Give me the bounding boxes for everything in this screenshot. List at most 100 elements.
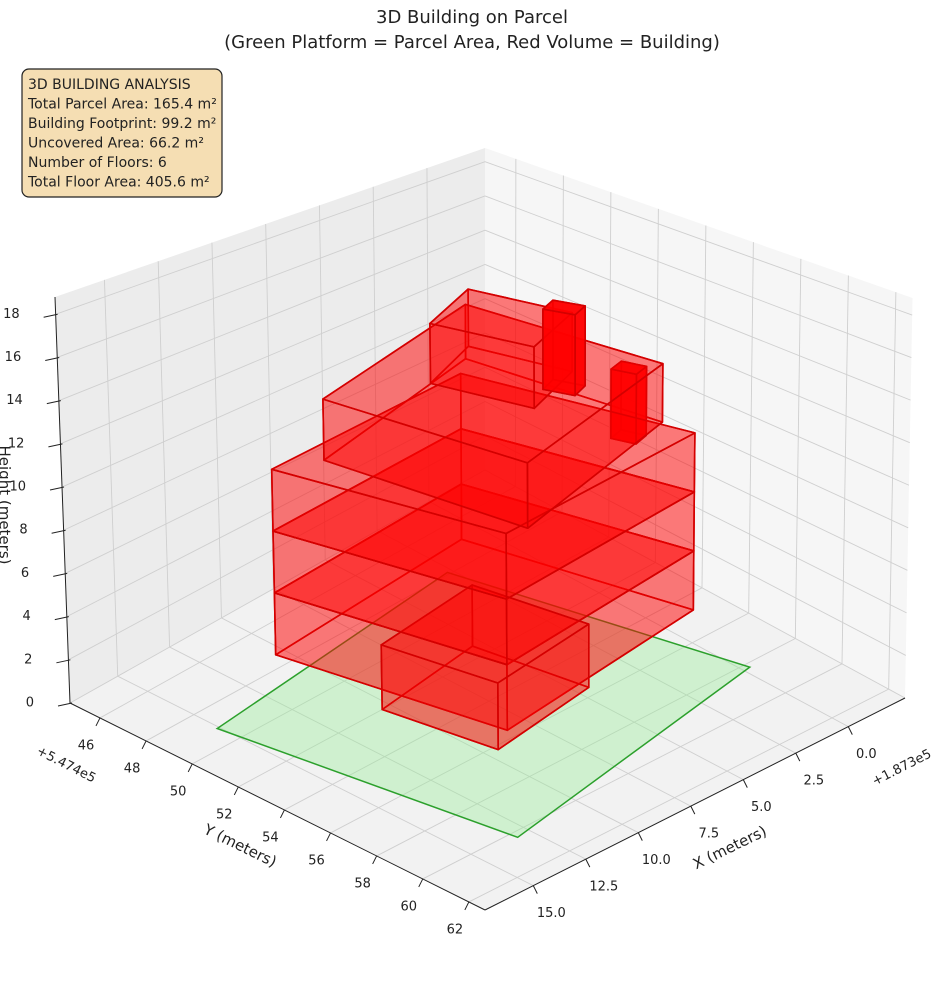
z-tick xyxy=(57,702,73,707)
x-tick-label: 0.0 xyxy=(856,747,877,762)
y-tick-label: 50 xyxy=(170,784,187,799)
x-tick-label: 7.5 xyxy=(698,827,719,842)
grid-line xyxy=(60,264,486,445)
building-face xyxy=(542,299,587,316)
y-tick-label: 62 xyxy=(447,922,464,937)
grid-line xyxy=(654,208,659,563)
grid-line xyxy=(55,161,486,315)
z-tick-label: 18 xyxy=(3,307,20,322)
x-tick xyxy=(847,726,853,735)
grid-line xyxy=(325,559,744,781)
annotation-line: 3D BUILDING ANALYSIS xyxy=(28,77,191,93)
x-tick-label: 12.5 xyxy=(589,880,618,895)
grid-line xyxy=(61,298,486,488)
y-tick-label: 60 xyxy=(400,899,417,914)
grid-line xyxy=(514,158,517,487)
building-face xyxy=(542,308,576,397)
grid-line xyxy=(284,587,703,811)
grid-line xyxy=(58,229,486,402)
x-tick xyxy=(690,805,696,815)
grid-line xyxy=(484,435,907,656)
z-tick-label: 0 xyxy=(26,696,34,711)
parcel xyxy=(215,571,752,839)
x-tick xyxy=(742,779,748,788)
grid-line xyxy=(330,612,749,834)
grid-line xyxy=(794,258,802,639)
x-tick-label: 10.0 xyxy=(642,853,671,868)
grid-line xyxy=(157,261,171,648)
x-tick xyxy=(637,832,643,841)
building-face xyxy=(574,305,587,397)
grid-line xyxy=(319,205,326,560)
annotation-line: Total Parcel Area: 165.4 m² xyxy=(27,97,217,113)
grid-line xyxy=(265,223,274,589)
grid-line xyxy=(748,242,754,614)
z-tick-label: 14 xyxy=(6,393,23,408)
grid-line xyxy=(484,401,907,614)
building-face xyxy=(429,322,536,410)
grid-line xyxy=(99,486,516,719)
annotation: 3D BUILDING ANALYSIS Total Parcel Area: 1… xyxy=(27,77,217,191)
building-face xyxy=(322,398,529,530)
marks xyxy=(215,288,752,839)
y-tick-label: 54 xyxy=(262,830,279,845)
grid-line xyxy=(428,501,849,728)
x-axis-line xyxy=(484,697,906,911)
grid-line xyxy=(273,588,692,807)
y-tick xyxy=(141,740,147,750)
z-tick-label: 6 xyxy=(21,566,29,581)
grid-line xyxy=(468,688,889,903)
grid-line xyxy=(484,366,908,571)
z-axis-line xyxy=(54,296,71,704)
grid-line xyxy=(484,195,912,358)
grid-line xyxy=(484,229,911,401)
grid-line xyxy=(169,646,587,860)
building-face xyxy=(610,360,648,376)
y-axis-line xyxy=(69,702,486,911)
x-tick xyxy=(532,885,538,894)
y-tick xyxy=(279,809,285,819)
z-tick-label: 8 xyxy=(19,523,27,538)
chart-subtitle: (Green Platform = Parcel Area, Red Volum… xyxy=(224,32,720,53)
z-tick-label: 4 xyxy=(23,609,31,624)
grid-line xyxy=(145,511,563,742)
z-tick-label: 10 xyxy=(9,480,26,495)
annotation-line: Building Footprint: 99.2 m² xyxy=(28,116,216,132)
y-tick xyxy=(95,717,101,727)
grid-line xyxy=(372,186,378,531)
grid-line xyxy=(484,161,913,316)
building-face xyxy=(270,468,508,600)
z-axis-label: Height (meters) xyxy=(0,446,14,565)
grid-line xyxy=(104,279,119,677)
grid-line xyxy=(888,292,897,690)
grid-line xyxy=(68,435,486,661)
x-tick-label: 2.5 xyxy=(803,774,824,789)
y-tick xyxy=(326,832,331,842)
y-tick-label: 58 xyxy=(354,876,371,891)
annotation-line: Number of Floors: 6 xyxy=(28,155,167,171)
x-offset-label: +1.873e5 xyxy=(870,747,934,790)
floor-pane xyxy=(70,470,905,910)
grid-line xyxy=(422,663,843,880)
grid-line xyxy=(57,195,486,358)
grid-line xyxy=(66,401,486,618)
building-face xyxy=(380,644,500,751)
grid-line xyxy=(701,225,707,588)
grid-line xyxy=(63,332,486,531)
x-tick xyxy=(795,752,801,762)
y-tick xyxy=(233,786,239,796)
z-tick-label: 12 xyxy=(8,436,25,451)
annotation-box xyxy=(21,68,223,198)
grid-line xyxy=(376,638,796,857)
grid-line xyxy=(211,242,222,618)
y-tick-label: 52 xyxy=(216,807,233,822)
y-tick xyxy=(372,855,378,865)
grid-line xyxy=(117,675,534,887)
x-tick xyxy=(585,858,591,868)
y-tick-label: 46 xyxy=(78,738,95,753)
y-tick xyxy=(418,878,424,888)
annotation-line: Total Floor Area: 405.6 m² xyxy=(27,175,210,191)
grid-line xyxy=(238,562,656,788)
y-tick xyxy=(187,763,193,773)
